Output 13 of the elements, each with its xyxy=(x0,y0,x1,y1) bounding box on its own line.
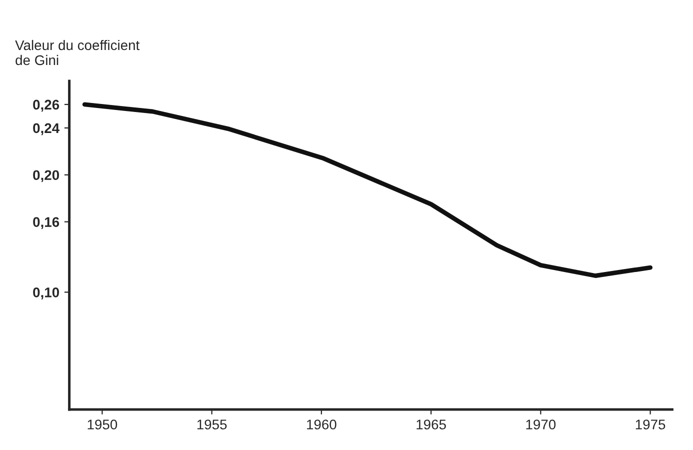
x-tick-label: 1955 xyxy=(197,420,227,430)
y-axis-title: Valeur du coefficient de Gini xyxy=(15,40,140,66)
x-tick-label: 1965 xyxy=(416,420,446,430)
line-series xyxy=(82,102,653,278)
x-tick-label: 1975 xyxy=(636,420,666,430)
x-tick-label: 1970 xyxy=(526,420,556,430)
y-tick-label: 0,16 xyxy=(33,217,60,229)
y-tick-label: 0,20 xyxy=(33,170,60,182)
y-tick-label: 0,26 xyxy=(33,100,60,112)
x-tick-label: 1960 xyxy=(307,420,336,430)
y-tick-label: 0,10 xyxy=(33,288,60,300)
y-tick-label: 0,24 xyxy=(33,123,60,136)
x-tick-label: 1950 xyxy=(88,420,118,430)
